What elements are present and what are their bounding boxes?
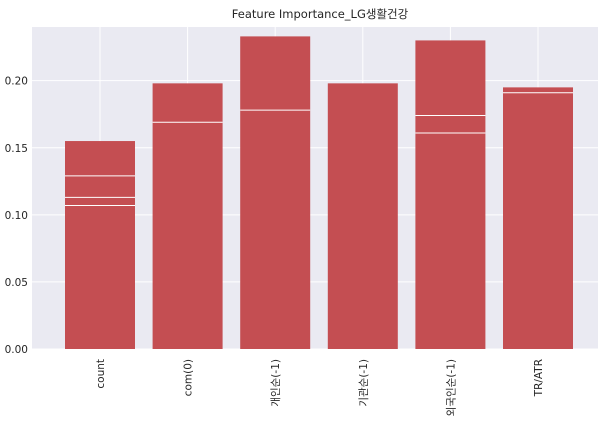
x-axis: count com(0) 개인순(-1) 기관순(-1) 외국인순(-1) TR/ATR: [95, 359, 545, 416]
x-tick-label: 개인순(-1): [270, 359, 282, 407]
y-tick-label: 0.20: [5, 76, 28, 88]
y-axis: 0.00 0.05 0.10 0.15 0.20: [5, 76, 28, 356]
bar: [327, 83, 398, 349]
bar: [152, 83, 223, 349]
y-tick-label: 0.15: [5, 143, 28, 155]
y-tick-label: 0.05: [5, 277, 28, 289]
y-tick-label: 0.00: [5, 344, 28, 356]
y-tick-label: 0.10: [5, 210, 28, 222]
bars: [65, 36, 573, 350]
chart-title: Feature Importance_LG생활건강: [232, 7, 409, 21]
x-tick-label: 기관순(-1): [358, 359, 370, 407]
bar: [240, 36, 311, 350]
bar: [415, 40, 486, 350]
x-tick-label: com(0): [183, 359, 195, 396]
bar: [65, 141, 135, 349]
x-tick-label: 외국인순(-1): [445, 359, 457, 416]
x-tick-label: count: [95, 359, 107, 389]
x-tick-label: TR/ATR: [533, 359, 545, 397]
bar: [503, 87, 573, 349]
